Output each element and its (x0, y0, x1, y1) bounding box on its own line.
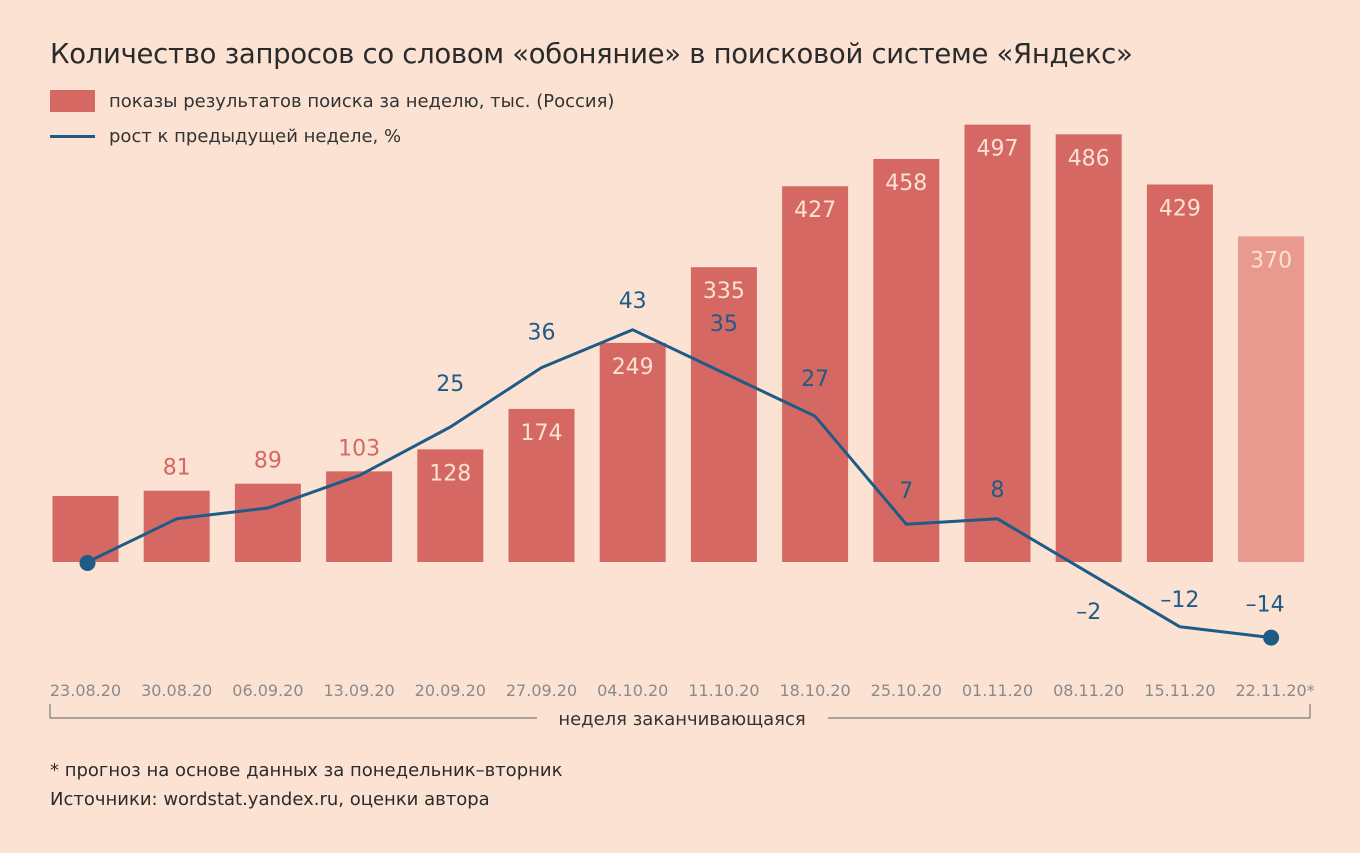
bar-value-label: 128 (429, 461, 471, 486)
bar (1238, 236, 1305, 562)
legend-swatch-line (50, 134, 95, 138)
legend-item-bars: показы результатов поиска за неделю, тыс… (50, 88, 614, 114)
line-value-label: 8 (991, 478, 1005, 503)
bar-value-label: 370 (1250, 248, 1292, 273)
x-tick-label: 30.08.20 (141, 681, 212, 700)
bar-value-label: 335 (703, 279, 745, 304)
x-tick-label: 15.11.20 (1144, 681, 1215, 700)
legend-label-bars: показы результатов поиска за неделю, тыс… (109, 90, 615, 112)
bar-value-label: 427 (794, 198, 836, 223)
legend-label-line: рост к предыдущей неделе, % (109, 125, 402, 147)
line-value-label: 36 (528, 321, 556, 346)
bar (143, 490, 210, 562)
forecast-footnote: * прогноз на основе данных за понедельни… (50, 760, 563, 781)
x-tick-label: 22.11.20* (1235, 681, 1314, 700)
line-value-label: –2 (1076, 600, 1101, 625)
bar (599, 342, 666, 562)
bar-value-label: 81 (163, 456, 191, 481)
x-tick-label: 11.10.20 (688, 681, 759, 700)
x-tick-label: 06.09.20 (232, 681, 303, 700)
x-tick-label: 13.09.20 (323, 681, 394, 700)
x-tick-label: 27.09.20 (506, 681, 577, 700)
x-tick-label: 08.11.20 (1053, 681, 1124, 700)
growth-line (86, 328, 1272, 640)
bar-value-label: 458 (885, 171, 927, 196)
source-note: Источники: wordstat.yandex.ru, оценки ав… (50, 789, 490, 810)
legend-swatch-bar (50, 90, 95, 112)
line-value-label: 25 (436, 372, 464, 397)
chart-title: Количество запросов со словом «обоняние»… (50, 38, 1133, 70)
bar-value-label: 429 (1159, 196, 1201, 221)
bar-value-label: 486 (1068, 146, 1110, 171)
axis-bracket-left (49, 704, 537, 719)
line-value-label: 7 (899, 479, 913, 504)
bar-value-label: 497 (977, 137, 1019, 162)
bar-value-label: 174 (521, 421, 563, 446)
line-value-label: 43 (619, 289, 647, 314)
x-tick-label: 25.10.20 (871, 681, 942, 700)
x-axis-title: неделя заканчивающаяся (558, 709, 805, 730)
line-value-label: 27 (801, 367, 829, 392)
bar (326, 471, 393, 562)
bar (234, 483, 301, 562)
x-tick-label: 04.10.20 (597, 681, 668, 700)
bar-value-label: 89 (254, 449, 282, 474)
bar (1146, 184, 1213, 563)
line-start-marker (79, 555, 96, 571)
bar (782, 186, 849, 563)
bar (690, 267, 757, 562)
bar (417, 449, 484, 562)
bar-value-label: 103 (338, 436, 380, 461)
line-value-label: –14 (1246, 593, 1285, 618)
x-tick-label: 01.11.20 (962, 681, 1033, 700)
bar (873, 158, 940, 562)
bar (964, 124, 1031, 562)
x-tick-label: 20.09.20 (415, 681, 486, 700)
x-tick-label: 23.08.20 (50, 681, 121, 700)
x-tick-label: 18.10.20 (779, 681, 850, 700)
bar (1055, 134, 1122, 562)
legend-item-line: рост к предыдущей неделе, % (50, 123, 401, 149)
line-end-marker (1263, 629, 1280, 646)
line-value-label: 35 (710, 312, 738, 337)
axis-bracket-right (828, 704, 1311, 719)
bar-value-label: 249 (612, 355, 654, 380)
bar (508, 408, 575, 562)
line-value-label: –12 (1160, 588, 1199, 613)
